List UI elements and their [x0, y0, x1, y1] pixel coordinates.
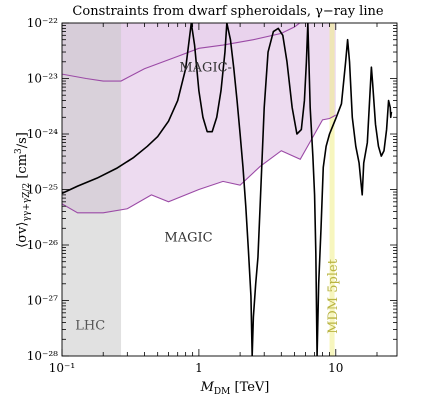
y-axis-label: ⟨σv⟩γγ+γZ/2 [cm3/s] — [14, 132, 32, 248]
band-edge-2 — [62, 114, 337, 214]
y-tick-label: 10⁻²⁴ — [27, 127, 58, 141]
region-2 — [329, 23, 335, 356]
y-tick-label: 10⁻²⁶ — [27, 238, 58, 252]
mdm-5plet-label: MDM 5plet — [326, 258, 341, 334]
chart-title: Constraints from dwarf spheroidals, γ−ra… — [72, 4, 383, 19]
x-tick-label: 1 — [195, 361, 203, 375]
x-axis-label: MDM [TeV] — [200, 380, 270, 397]
y-tick-label: 10⁻²² — [27, 16, 58, 30]
x-tick-label: 10⁻¹ — [49, 361, 75, 375]
magic-minus-label: MAGIC- — [179, 60, 232, 75]
x-tick-label: 10 — [328, 361, 343, 375]
magic-label: MAGIC — [164, 231, 212, 246]
series-line-1 — [62, 23, 393, 356]
lhc-label: LHC — [75, 319, 105, 334]
y-tick-label: 10⁻²⁸ — [27, 349, 58, 363]
y-tick-label: 10⁻²³ — [27, 72, 58, 86]
y-tick-label: 10⁻²⁵ — [27, 183, 58, 197]
y-tick-label: 10⁻²⁷ — [27, 294, 58, 308]
